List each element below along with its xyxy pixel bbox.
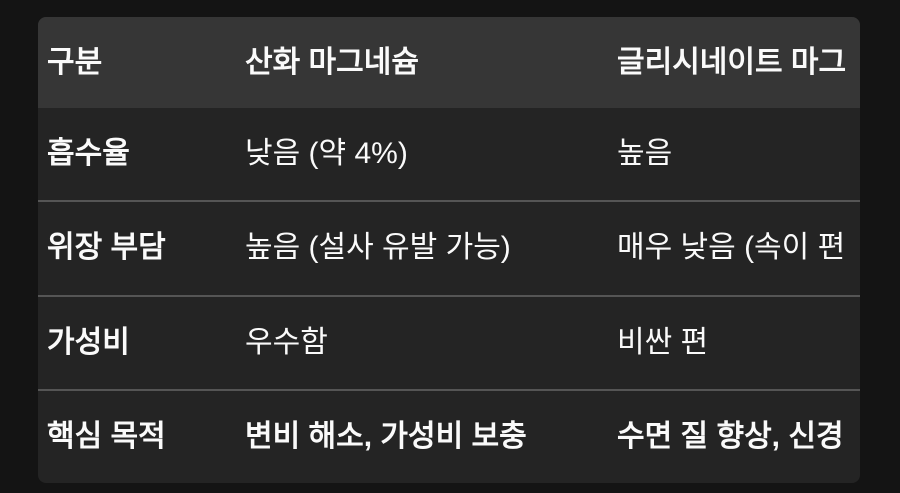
header-cell-magnesium-glycinate: 글리시네이트 마그	[617, 45, 847, 79]
comparison-table[interactable]: 구분 산화 마그네슘 글리시네이트 마그 흡수율 낮음 (약 4%) 높음 위장…	[38, 17, 860, 483]
table-row-absorption: 흡수율 낮음 (약 4%) 높음	[38, 108, 860, 200]
row-label: 가성비	[47, 325, 130, 359]
table-row-cost-effectiveness: 가성비 우수함 비싼 편	[38, 294, 860, 389]
cell-oxide-value: 높음 (설사 유발 가능)	[245, 231, 511, 265]
table-row-key-purpose: 핵심 목적 변비 해소, 가성비 보충 수면 질 향상, 신경	[38, 388, 860, 483]
header-cell-magnesium-oxide: 산화 마그네슘	[245, 45, 419, 79]
table-row-stomach-burden: 위장 부담 높음 (설사 유발 가능) 매우 낮음 (속이 편	[38, 200, 860, 294]
row-label: 흡수율	[47, 137, 130, 171]
cell-glycinate-value: 매우 낮음 (속이 편	[617, 231, 846, 265]
cell-oxide-value: 변비 해소, 가성비 보충	[245, 419, 527, 453]
row-label: 핵심 목적	[47, 419, 166, 453]
header-cell-category: 구분	[47, 45, 103, 79]
row-label: 위장 부담	[47, 231, 166, 265]
cell-glycinate-value: 수면 질 향상, 신경	[617, 419, 844, 453]
cell-oxide-value: 낮음 (약 4%)	[245, 137, 408, 171]
cell-glycinate-value: 높음	[617, 137, 673, 171]
table-header-row: 구분 산화 마그네슘 글리시네이트 마그	[38, 17, 860, 108]
cell-glycinate-value: 비싼 편	[617, 325, 709, 359]
cell-oxide-value: 우수함	[245, 325, 328, 359]
